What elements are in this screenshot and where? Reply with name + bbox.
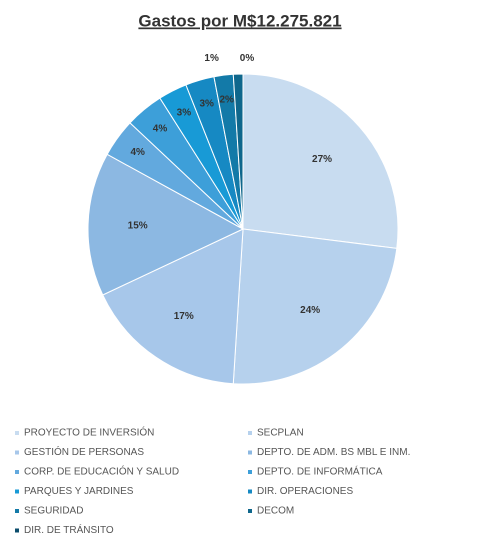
- data-label: 3%: [199, 99, 214, 110]
- legend-label: SECPLAN: [257, 428, 304, 439]
- legend-label: GESTIÓN DE PERSONAS: [24, 445, 144, 458]
- legend-label: DIR. OPERACIONES: [257, 486, 353, 497]
- legend-swatch: [248, 470, 252, 474]
- legend-label: DIR. DE TRÁNSITO: [24, 523, 114, 536]
- legend-label: SEGURIDAD: [24, 506, 83, 517]
- data-label: 4%: [130, 147, 145, 158]
- legend-label: PARQUES Y JARDINES: [24, 486, 134, 497]
- legend-swatch: [248, 489, 252, 494]
- pie-slice: [242, 73, 399, 249]
- pie-slice: [102, 228, 244, 385]
- legend-label: CORP. DE EDUCACIÓN Y SALUD: [24, 465, 179, 478]
- legend-swatch: [15, 470, 19, 474]
- data-label: 3%: [177, 108, 192, 119]
- legend-swatch: [15, 450, 19, 455]
- data-label: 27%: [312, 154, 332, 165]
- pie-slice: [87, 153, 245, 296]
- legend-label: PROYECTO DE INVERSIÓN: [24, 426, 154, 439]
- legend-swatch: [15, 431, 19, 435]
- legend-swatch: [15, 528, 19, 533]
- legend-swatch: [248, 509, 252, 513]
- data-label: 24%: [300, 305, 320, 316]
- data-label: 4%: [153, 123, 168, 134]
- legend-swatch: [15, 509, 19, 513]
- pie-slice: [232, 228, 398, 385]
- legend-swatch: [248, 431, 252, 435]
- legend-label: DECOM: [257, 506, 294, 517]
- data-label: 1%: [204, 53, 219, 64]
- data-label: 17%: [174, 311, 194, 322]
- legend-swatch: [248, 450, 252, 455]
- data-label: 2%: [219, 94, 234, 105]
- data-label: 0%: [240, 53, 255, 64]
- legend-swatch: [15, 489, 19, 494]
- legend-label: DEPTO. DE INFORMÁTICA: [257, 465, 383, 478]
- chart-title: Gastos por M$12.275.821: [138, 11, 341, 30]
- legend-label: DEPTO. DE ADM. BS MBL E INM.: [257, 447, 410, 458]
- data-label: 15%: [128, 220, 148, 231]
